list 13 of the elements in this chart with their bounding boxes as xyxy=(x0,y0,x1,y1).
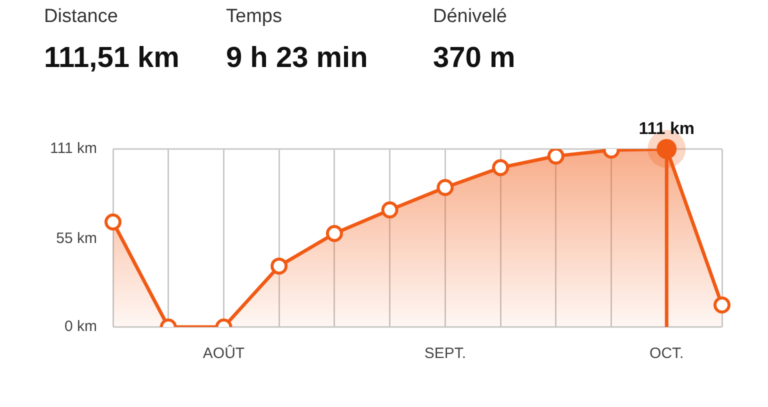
y-tick-label: 111 km xyxy=(50,140,97,158)
x-tick-label: AOÛT xyxy=(202,344,245,362)
text: Distance xyxy=(44,6,119,28)
text: Temps xyxy=(226,6,283,28)
text: 9 h 23 min xyxy=(226,42,368,75)
text: 370 m xyxy=(433,42,516,75)
text: 111,51 km xyxy=(44,42,180,75)
text: Dénivelé xyxy=(433,6,508,28)
y-tick-label: 55 km xyxy=(56,230,97,247)
annotation: 111 km xyxy=(638,119,695,138)
x-tick-label: OCT. xyxy=(650,345,684,362)
x-tick-label: SEPT. xyxy=(424,345,466,362)
y-tick-label: 0 km xyxy=(64,318,97,336)
